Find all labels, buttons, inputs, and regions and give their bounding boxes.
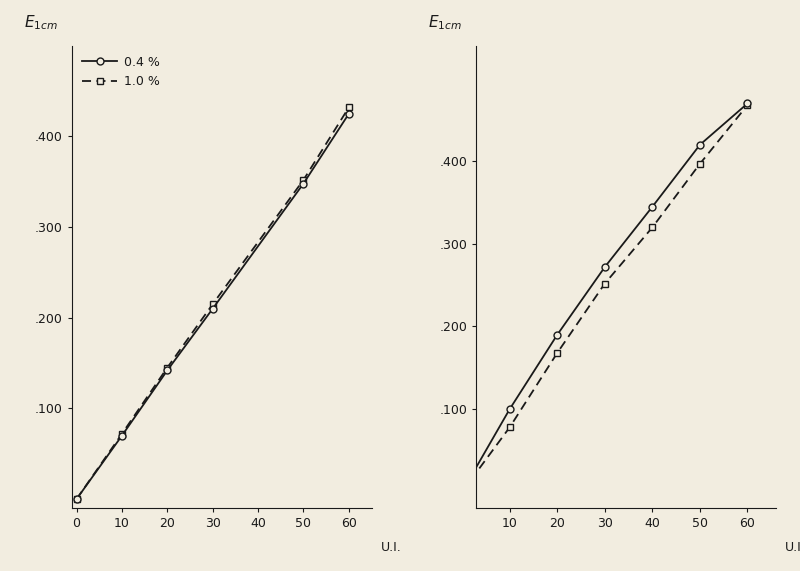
1.0 % — [208, 301, 218, 308]
Line: 0.4 %: 0.4 % — [458, 100, 751, 495]
0.4 % — [344, 110, 354, 117]
0.4 % — [117, 432, 126, 439]
Text: $E_{1cm}$: $E_{1cm}$ — [24, 13, 58, 32]
0.4 % — [208, 305, 218, 312]
1.0 % — [117, 431, 126, 437]
Text: U.I.: U.I. — [785, 541, 800, 553]
1.0 % — [298, 176, 308, 183]
1.0 % — [162, 364, 172, 371]
0.4 % — [695, 142, 705, 148]
Text: $E_{1cm}$: $E_{1cm}$ — [429, 13, 462, 32]
Line: 0.4 %: 0.4 % — [73, 110, 352, 502]
0.4 % — [742, 100, 752, 107]
0.4 % — [458, 488, 467, 495]
0.4 % — [553, 331, 562, 338]
1.0 % — [72, 496, 82, 502]
Line: 1.0 %: 1.0 % — [73, 104, 352, 502]
0.4 % — [647, 203, 657, 210]
1.0 % — [344, 104, 354, 111]
1.0 % — [742, 102, 752, 108]
1.0 % — [695, 160, 705, 167]
0.4 % — [162, 367, 172, 374]
0.4 % — [72, 496, 82, 502]
0.4 % — [600, 264, 610, 271]
Text: U.I.: U.I. — [381, 541, 402, 553]
0.4 % — [505, 405, 514, 412]
1.0 % — [458, 488, 467, 495]
Legend: 0.4 %, 1.0 %: 0.4 %, 1.0 % — [78, 52, 164, 92]
Line: 1.0 %: 1.0 % — [458, 102, 751, 495]
1.0 % — [647, 224, 657, 231]
1.0 % — [553, 349, 562, 356]
0.4 % — [298, 180, 308, 187]
1.0 % — [600, 280, 610, 287]
1.0 % — [505, 424, 514, 431]
